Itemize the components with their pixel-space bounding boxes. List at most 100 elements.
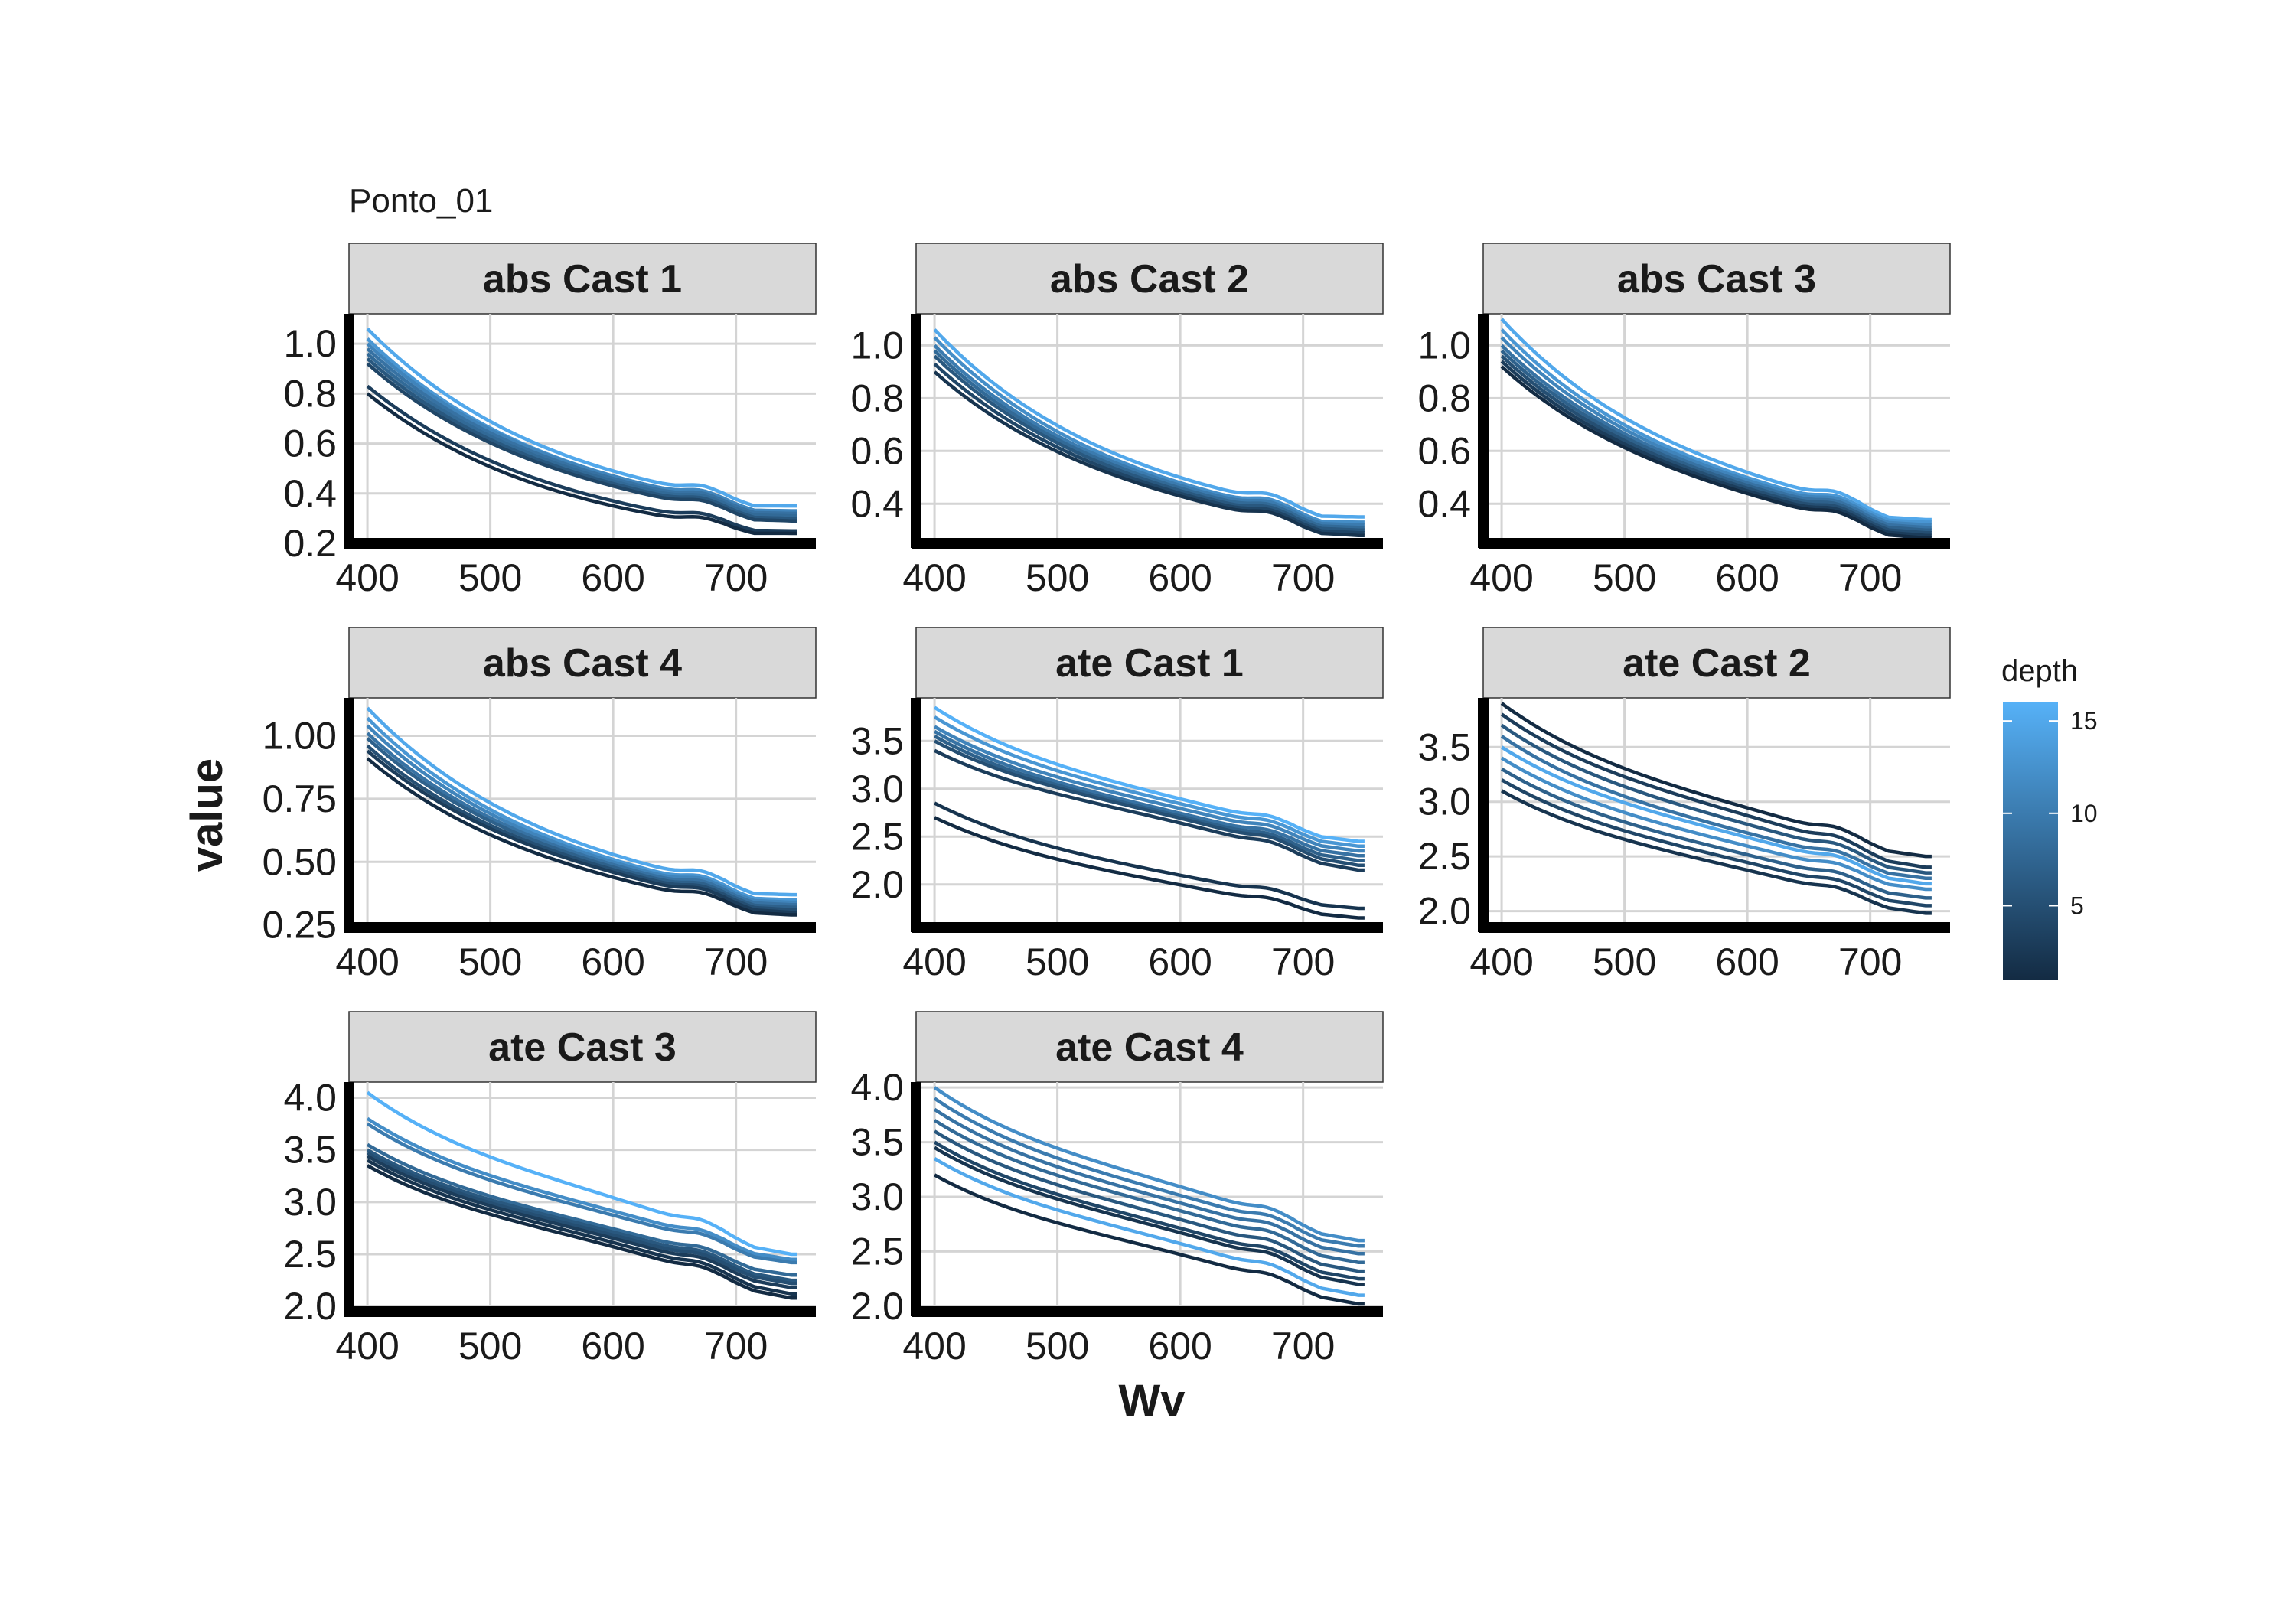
series-line-depth-3 <box>1500 712 1932 869</box>
series-line-depth-5 <box>366 1151 797 1286</box>
panel-strip <box>348 627 817 699</box>
x-tick-label: 500 <box>458 556 522 599</box>
series-line-depth-4 <box>933 1140 1365 1281</box>
x-tick-label: 600 <box>1148 556 1212 599</box>
series-line-depth-9 <box>933 729 1365 858</box>
x-tick-label: 700 <box>1838 556 1902 599</box>
y-tick-label: 0.6 <box>1417 429 1471 472</box>
y-tick-label: 0.8 <box>1417 376 1471 419</box>
series-line-depth-11 <box>1500 336 1932 527</box>
series-line-depth-10 <box>933 1097 1365 1248</box>
x-tick-label: 700 <box>1271 556 1335 599</box>
panel-1: abs Cast 1 0.2 0.4 0.6 0.8 1.0 400 500 600 700 <box>283 243 817 599</box>
series-line-depth-2 <box>366 1159 797 1296</box>
y-tick-label: 2.0 <box>1417 890 1471 933</box>
x-tick-label: 500 <box>1026 940 1089 983</box>
series-line-depth-15 <box>366 706 797 897</box>
series-line-depth-12 <box>933 1086 1365 1243</box>
series-line-depth-10 <box>933 344 1365 527</box>
y-tick-label: 0.8 <box>283 372 337 415</box>
y-tick-label: 3.0 <box>850 1175 904 1218</box>
series-line-depth-4 <box>1500 778 1932 908</box>
x-tick-label: 600 <box>1715 940 1779 983</box>
y-tick-label: 2.5 <box>850 1230 904 1273</box>
x-tick-label: 500 <box>458 1325 522 1367</box>
series-line-depth-1 <box>366 392 797 536</box>
y-tick-label: 0.6 <box>850 429 904 472</box>
y-tick-label: 2.5 <box>1417 835 1471 878</box>
panel-strip <box>1482 627 1951 699</box>
x-tick-label: 400 <box>335 940 399 983</box>
y-tick-label: 2.5 <box>283 1233 337 1276</box>
panel-2: abs Cast 2 0.4 0.6 0.8 1.0 400 500 600 700 <box>850 243 1384 599</box>
series-line-depth-7 <box>366 737 797 909</box>
panel-3: abs Cast 3 0.4 0.6 0.8 1.0 400 500 600 700 <box>1417 243 1951 599</box>
x-tick-label: 600 <box>581 940 644 983</box>
series-line-depth-7 <box>1500 349 1932 533</box>
legend-ticks: 5 10 15 <box>2003 707 2098 919</box>
x-tick-label: 400 <box>1469 940 1533 983</box>
panel-strip-label: abs Cast 3 <box>1617 257 1816 302</box>
y-tick-label: 0.25 <box>263 904 337 947</box>
series-line-depth-1 <box>366 757 797 917</box>
x-tick-label: 400 <box>1469 556 1533 599</box>
x-tick-label: 400 <box>902 556 966 599</box>
series-line-depth-11 <box>933 725 1365 853</box>
series-line-depth-6 <box>933 1129 1365 1273</box>
series-line-depth-1 <box>1500 702 1932 859</box>
legend-tick-label: 5 <box>2070 892 2084 919</box>
y-tick-label: 1.0 <box>850 324 904 367</box>
panel-strip-label: ate Cast 1 <box>1055 641 1244 686</box>
x-tick-label: 600 <box>581 556 644 599</box>
y-tick-label: 0.75 <box>263 777 337 820</box>
series-line-depth-15 <box>933 328 1365 519</box>
panel-strip-label: abs Cast 2 <box>1050 257 1249 302</box>
panel-strip-label: abs Cast 1 <box>483 257 682 302</box>
series-line-depth-11 <box>366 724 797 905</box>
x-tick-label: 700 <box>1271 940 1335 983</box>
y-tick-label: 3.5 <box>850 1121 904 1164</box>
y-tick-label: 4.0 <box>283 1076 337 1119</box>
y-tick-label: 4.0 <box>850 1066 904 1109</box>
series-line-depth-2 <box>933 1146 1365 1286</box>
y-tick-label: 0.8 <box>850 376 904 419</box>
y-tick-label: 3.5 <box>1417 725 1471 768</box>
y-tick-label: 3.0 <box>283 1181 337 1224</box>
x-tick-label: 500 <box>1026 1325 1089 1367</box>
y-tick-label: 1.00 <box>263 714 337 757</box>
depth-legend: depth 5 10 15 <box>2001 654 2098 980</box>
x-tick-label: 400 <box>902 940 966 983</box>
y-tick-label: 2.0 <box>850 863 904 906</box>
series-line-depth-13 <box>933 715 1365 849</box>
y-tick-label: 0.2 <box>283 522 337 565</box>
series-line-depth-9 <box>1500 735 1932 880</box>
legend-colorbar <box>2003 702 2058 980</box>
series-line-depth-12 <box>933 336 1365 524</box>
panel-8: ate Cast 4 2.0 2.5 3.0 3.5 4.0 400 500 600 700 <box>850 1011 1384 1367</box>
y-tick-label: 3.5 <box>850 719 904 762</box>
series-line-depth-15 <box>1500 318 1932 522</box>
series-line-depth-5 <box>934 739 1365 868</box>
series-line-depth-11 <box>366 342 797 513</box>
series-line-depth-9 <box>933 1107 1365 1256</box>
y-tick-label: 0.4 <box>1417 482 1471 525</box>
panel-strip <box>915 627 1384 699</box>
series-line-depth-16 <box>366 1090 797 1257</box>
panel-strip-label: ate Cast 2 <box>1623 641 1811 686</box>
y-tick-label: 2.0 <box>283 1285 337 1328</box>
series-line-depth-3 <box>366 749 797 914</box>
x-tick-label: 600 <box>1148 940 1212 983</box>
series-line-depth-6 <box>1500 723 1932 875</box>
legend-title: depth <box>2001 654 2078 688</box>
series-line-depth-13 <box>366 337 797 513</box>
series-line-depth-8 <box>366 1143 797 1277</box>
panel-strip <box>348 243 817 315</box>
series-line-depth-15 <box>933 1157 1365 1297</box>
series-line-depth-1 <box>934 816 1365 920</box>
y-tick-label: 1.0 <box>283 322 337 365</box>
y-tick-label: 0.4 <box>850 482 904 525</box>
series-line-depth-6 <box>366 357 797 520</box>
x-tick-label: 700 <box>1271 1325 1335 1367</box>
x-tick-label: 400 <box>902 1325 966 1367</box>
